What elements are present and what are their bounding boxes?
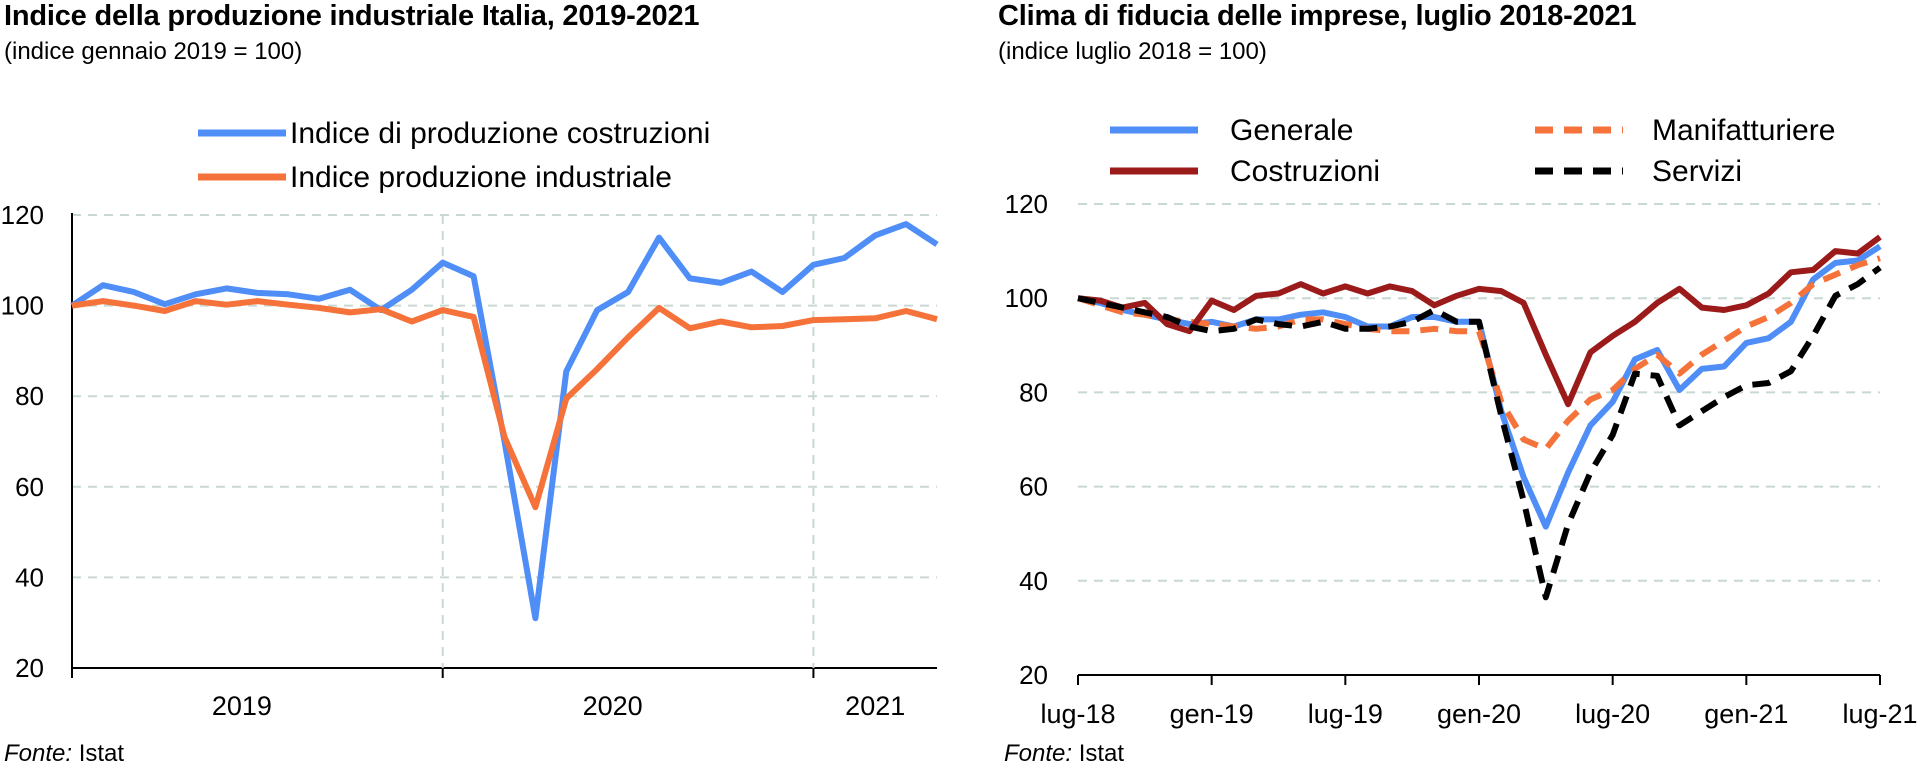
x-tick-label: gen-21	[1704, 699, 1788, 729]
chart-title: Indice della produzione industriale Ital…	[4, 0, 700, 32]
x-tick-label: lug-21	[1842, 699, 1917, 729]
x-tick-label: 2019	[212, 691, 272, 721]
legend-label: Indice di produzione costruzioni	[290, 117, 710, 150]
series-line-1	[70, 221, 939, 622]
source-note: Fonte: Istat	[4, 740, 124, 768]
industrial-production-chart: 20 40 60 80 100 120 2019 2020 2021 Indice di prod…	[1, 117, 939, 721]
source-note: Fonte: Istat	[1004, 740, 1124, 768]
x-tick-label: gen-19	[1170, 699, 1254, 729]
y-tick-label: 20	[15, 653, 44, 683]
legend-label: Servizi	[1652, 155, 1742, 188]
legend-label: Generale	[1230, 114, 1353, 147]
legend-label: Indice produzione industriale	[290, 161, 672, 194]
business-confidence-chart: 20 40 60 80 100 120 lug-18 gen-19 lug-19 gen-20 lu…	[1005, 114, 1918, 729]
chart-subtitle: (indice luglio 2018 = 100)	[998, 38, 1267, 65]
series-line-4	[1077, 265, 1882, 601]
series-line-2	[71, 298, 938, 511]
y-tick-label: 120	[1005, 189, 1048, 219]
source-label: Fonte:	[4, 740, 73, 767]
x-tick-label: 2021	[845, 691, 905, 721]
legend-label: Manifatturiere	[1652, 114, 1835, 147]
source-label: Fonte:	[1004, 740, 1073, 767]
x-tick-label: lug-19	[1308, 699, 1383, 729]
chart-subtitle: (indice gennaio 2019 = 100)	[4, 38, 303, 65]
y-tick-label: 20	[1019, 660, 1048, 690]
y-tick-label: 80	[15, 381, 44, 411]
chart-title: Clima di fiducia delle imprese, luglio 2…	[998, 0, 1637, 32]
chart-panel-right: Clima di fiducia delle imprese, luglio 2…	[960, 0, 1920, 771]
y-tick-label: 60	[1019, 472, 1048, 502]
y-tick-label: 40	[15, 562, 44, 592]
y-tick-label: 120	[1, 200, 44, 230]
series-line-3	[1077, 234, 1882, 408]
x-tick-label: 2020	[583, 691, 643, 721]
chart-panel-left: Indice della produzione industriale Ital…	[1, 0, 939, 768]
series-line-2	[1077, 255, 1881, 452]
x-tick-label: lug-18	[1040, 699, 1115, 729]
y-tick-label: 40	[1019, 566, 1048, 596]
source-value: Istat	[78, 740, 125, 767]
y-tick-label: 100	[1005, 283, 1048, 313]
source-value: Istat	[1078, 740, 1125, 767]
x-tick-label: gen-20	[1437, 699, 1521, 729]
x-tick-label: lug-20	[1575, 699, 1650, 729]
legend-label: Costruzioni	[1230, 155, 1380, 188]
y-tick-label: 80	[1019, 377, 1048, 407]
y-tick-label: 100	[1, 291, 44, 321]
y-tick-label: 60	[15, 472, 44, 502]
